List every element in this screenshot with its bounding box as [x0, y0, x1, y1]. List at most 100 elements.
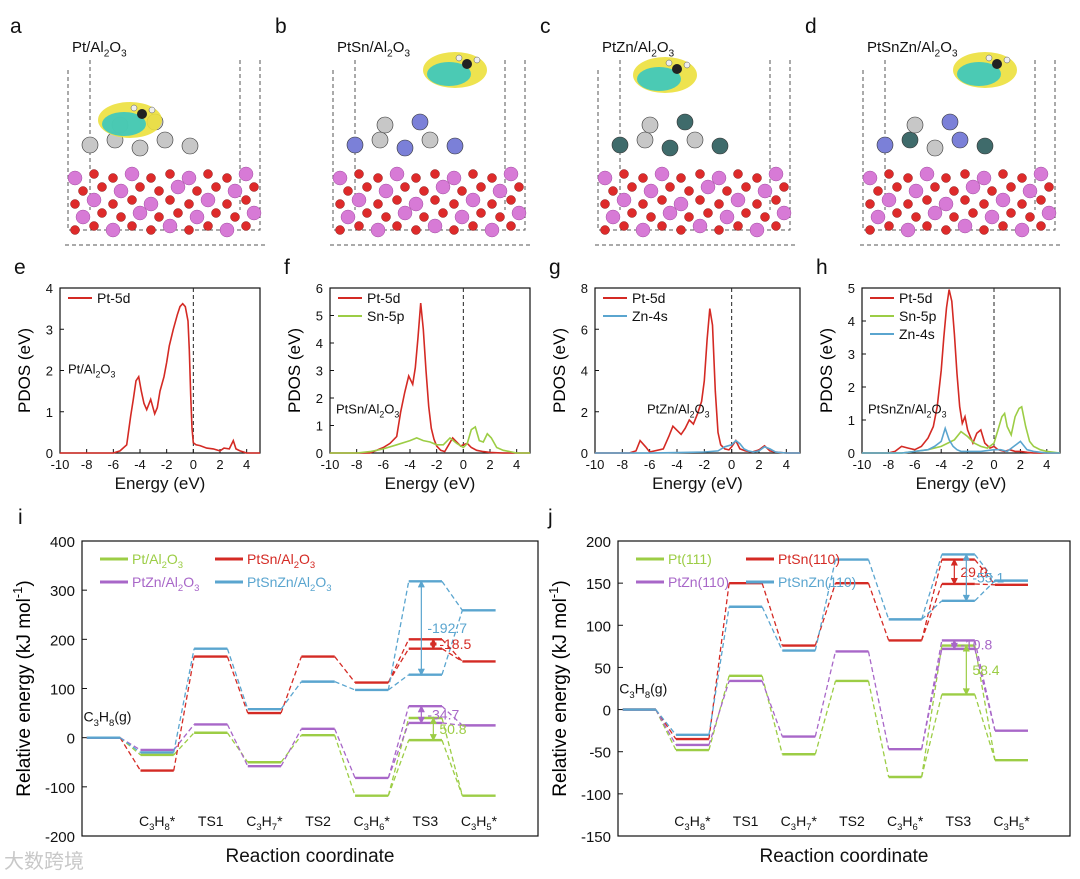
o-atom: [127, 195, 137, 205]
x-tick-label: -4: [935, 457, 947, 472]
connector: [441, 638, 463, 662]
al-atom: [351, 192, 367, 208]
legend-label: Pt(111): [668, 551, 712, 567]
connector: [334, 735, 356, 796]
arrow-head: [417, 705, 425, 713]
arrow-head: [429, 638, 437, 646]
o-atom: [714, 199, 724, 209]
o-atom: [1036, 195, 1046, 205]
energy-profile-i: i -200 -100 0 100 200 300 400 -192.7-18.5 -34.750…: [10, 506, 539, 867]
y-tick-label: 0: [67, 731, 75, 748]
o-atom: [722, 186, 732, 196]
o-atom: [335, 199, 345, 209]
pt-atom: [421, 131, 439, 149]
series-line-Pt-5d: [862, 289, 1060, 454]
x-tick-label: -2: [161, 457, 173, 472]
sn-atom: [396, 139, 414, 157]
connector: [441, 739, 463, 796]
connector: [974, 640, 996, 731]
connector: [441, 648, 463, 663]
state-label: TS2: [305, 813, 331, 829]
o-atom: [335, 225, 345, 235]
al-atom: [654, 166, 670, 182]
carbon-atom: [672, 64, 682, 74]
hydrogen-atom: [148, 106, 156, 114]
o-atom: [211, 182, 221, 192]
al-atom: [238, 166, 254, 182]
x-tick-label: -2: [431, 457, 443, 472]
structure-panel-c: c PtZn/Al2O3: [540, 15, 795, 246]
pt-atom: [636, 131, 654, 149]
o-atom: [752, 173, 762, 183]
o-atom: [968, 208, 978, 218]
o-atom: [733, 169, 743, 179]
al-atom: [900, 222, 916, 238]
o-atom: [1017, 173, 1027, 183]
pt-atom: [81, 136, 99, 154]
x-tick-label: -2: [962, 457, 974, 472]
al-atom: [643, 183, 659, 199]
plot-frame: [329, 287, 531, 454]
o-atom: [619, 169, 629, 179]
connector: [173, 732, 195, 756]
connector: [761, 606, 783, 651]
connector: [387, 722, 410, 779]
x-tick-label: 0: [460, 457, 467, 472]
connector: [173, 648, 195, 753]
legend-label: PtZn(110): [668, 574, 729, 590]
o-atom: [495, 212, 505, 222]
o-atom: [638, 199, 648, 209]
connector: [441, 705, 463, 726]
al-atom: [75, 209, 91, 225]
delta-label: 29.0: [960, 564, 987, 580]
al-atom: [503, 166, 519, 182]
o-atom: [1025, 212, 1035, 222]
y-tick-label: 200: [50, 632, 75, 649]
x-tick-label: -8: [617, 457, 629, 472]
o-atom: [911, 212, 921, 222]
o-atom: [165, 169, 175, 179]
pdos-inset-label: PtSnZn/Al2O3: [868, 401, 947, 419]
o-atom: [487, 199, 497, 209]
delta-label: 58.4: [972, 662, 999, 678]
x-axis-title: Energy (eV): [652, 474, 743, 493]
al-atom: [227, 183, 243, 199]
structure-panel-d: d PtSnZn/Al2O3: [805, 15, 1060, 246]
o-atom: [884, 221, 894, 231]
pt-atom: [376, 116, 394, 134]
connector: [708, 680, 730, 746]
arrow-head: [429, 716, 437, 725]
o-atom: [449, 199, 459, 209]
al-atom: [862, 170, 878, 186]
o-atom: [203, 169, 213, 179]
x-tick-label: -10: [586, 457, 605, 472]
delta-annotation: -55.1: [962, 553, 1004, 602]
o-atom: [116, 212, 126, 222]
arrow-head: [429, 733, 437, 742]
o-atom: [979, 199, 989, 209]
connector: [655, 709, 677, 751]
pt-atom: [686, 131, 704, 149]
series-PtZn(110): [622, 639, 1028, 751]
al-atom: [776, 205, 792, 221]
y-tick-label: 5: [316, 309, 323, 324]
hydrogen-atom: [455, 54, 463, 62]
pdos-chart-h: h -10 -8 -6 -4 -2 0 2 4 0 1 2 3 4 5 Pt-5d Sn-5p Zn-4s PtSn…: [816, 256, 1061, 493]
connector: [441, 717, 463, 796]
connector: [655, 709, 677, 736]
o-atom: [468, 221, 478, 231]
carbon-atom: [462, 59, 472, 69]
connector: [334, 728, 356, 779]
pdos-inset-label: Pt/Al2O3: [68, 361, 116, 379]
connector: [974, 694, 996, 761]
connector: [387, 739, 410, 796]
o-atom: [752, 199, 762, 209]
o-atom: [127, 221, 137, 231]
delta-label: -34.7: [427, 707, 459, 723]
y-tick-label: 150: [586, 576, 611, 593]
al-atom: [673, 196, 689, 212]
o-atom: [343, 186, 353, 196]
o-atom: [78, 186, 88, 196]
al-atom: [340, 209, 356, 225]
